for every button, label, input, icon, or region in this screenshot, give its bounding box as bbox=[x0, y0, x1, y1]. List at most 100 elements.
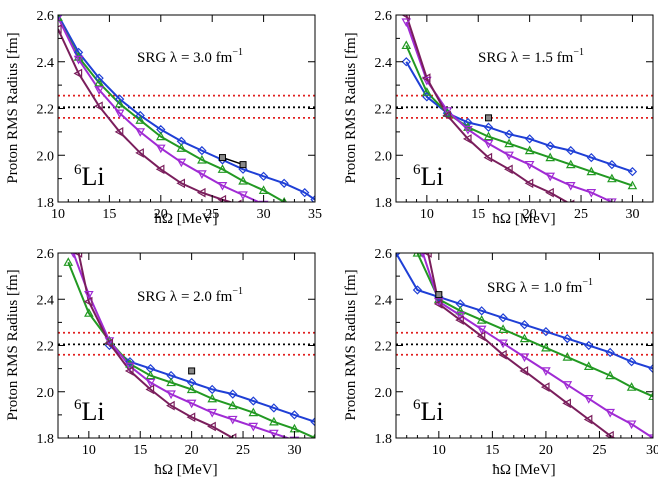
data-point bbox=[135, 148, 144, 158]
data-point bbox=[248, 396, 258, 406]
data-point bbox=[648, 363, 653, 374]
data-point bbox=[104, 337, 115, 346]
x-axis-label: ħΩ [MeV] bbox=[492, 211, 555, 227]
data-point bbox=[562, 333, 572, 344]
x-tick-label: 30 bbox=[625, 207, 639, 222]
x-tick-label: 10 bbox=[432, 443, 446, 458]
y-axis-label: Proton RMS Radius [fm] bbox=[5, 32, 21, 183]
data-point bbox=[586, 189, 597, 198]
data-point bbox=[248, 407, 259, 417]
x-tick-label: 25 bbox=[592, 443, 606, 458]
data-point bbox=[401, 40, 412, 50]
y-tick-label: 1.8 bbox=[37, 432, 55, 447]
data-point bbox=[433, 299, 443, 309]
data-point bbox=[624, 437, 625, 438]
x-tick-label: 15 bbox=[102, 207, 116, 222]
data-point bbox=[73, 55, 84, 65]
data-point bbox=[483, 122, 494, 132]
data-point bbox=[545, 141, 555, 151]
data-point bbox=[562, 352, 573, 361]
data-point bbox=[442, 107, 453, 116]
data-point bbox=[412, 285, 423, 295]
data-point bbox=[605, 347, 615, 358]
data-point bbox=[541, 326, 551, 337]
extrapolated-point bbox=[239, 161, 247, 169]
nucleus-mass: 6 bbox=[74, 162, 82, 178]
data-point bbox=[58, 24, 62, 34]
data-point bbox=[125, 357, 135, 367]
data-point bbox=[477, 306, 487, 316]
y-tick-label: 2.6 bbox=[37, 247, 55, 262]
data-point bbox=[483, 139, 494, 149]
y-tick-label: 2.4 bbox=[375, 293, 393, 308]
data-point bbox=[504, 138, 514, 148]
x-tick-label: 30 bbox=[287, 443, 301, 458]
panel-bottom-left: 10 15 20 25 30 1.8 2.0 2.2 2.4 2.6 Proton RMS Rad… bbox=[5, 247, 316, 478]
y-tick-label: 2.2 bbox=[37, 340, 55, 355]
data-point bbox=[524, 160, 535, 170]
data-point bbox=[155, 131, 166, 141]
data-point bbox=[455, 311, 466, 321]
x-tick-label: 10 bbox=[82, 443, 96, 458]
data-point bbox=[498, 324, 508, 333]
data-point bbox=[423, 253, 432, 258]
srg-label: SRG λ = 1.5 fm bbox=[478, 50, 574, 66]
data-point bbox=[627, 180, 638, 190]
y-tick-label: 2.6 bbox=[37, 9, 55, 24]
data-point bbox=[227, 415, 238, 425]
data-point bbox=[84, 308, 94, 317]
data-point bbox=[565, 181, 576, 191]
x-axis-label: ħΩ [MeV] bbox=[154, 211, 217, 227]
nucleus-label: 6Li bbox=[413, 397, 444, 426]
data-point bbox=[310, 195, 315, 202]
data-point bbox=[217, 164, 228, 173]
data-point bbox=[455, 305, 466, 315]
nucleus-mass: 6 bbox=[413, 397, 421, 413]
data-point bbox=[207, 393, 218, 403]
data-point bbox=[545, 172, 556, 182]
x-tick-label: 10 bbox=[420, 207, 434, 222]
data-point bbox=[627, 166, 638, 177]
data-point bbox=[197, 170, 207, 179]
srg-exponent: −1 bbox=[573, 47, 584, 58]
data-point bbox=[583, 414, 593, 425]
data-point bbox=[401, 18, 412, 28]
series-line-nmax-d bbox=[405, 15, 569, 202]
data-point bbox=[626, 420, 637, 430]
data-point bbox=[176, 178, 185, 189]
x-tick-label: 25 bbox=[236, 443, 250, 458]
data-point bbox=[626, 382, 637, 391]
series-line-nmax-c bbox=[405, 21, 613, 202]
data-point bbox=[566, 145, 576, 156]
data-point bbox=[207, 408, 218, 418]
data-point bbox=[483, 131, 494, 141]
data-point bbox=[289, 410, 300, 420]
data-point bbox=[519, 320, 530, 330]
data-point bbox=[269, 403, 279, 413]
data-point bbox=[476, 315, 487, 324]
data-point bbox=[228, 389, 238, 399]
y-tick-label: 2.4 bbox=[37, 293, 55, 308]
data-point bbox=[83, 296, 93, 307]
y-tick-label: 2.6 bbox=[375, 247, 393, 262]
data-point bbox=[135, 110, 145, 121]
srg-exponent: −1 bbox=[232, 286, 243, 297]
data-point bbox=[114, 98, 125, 108]
data-point bbox=[401, 15, 410, 20]
data-point bbox=[166, 377, 176, 387]
data-point bbox=[84, 290, 94, 300]
data-point bbox=[94, 86, 104, 95]
x-tick-label: 20 bbox=[154, 207, 168, 222]
srg-label: SRG λ = 2.0 fm bbox=[137, 289, 233, 305]
x-tick-label: 20 bbox=[523, 207, 537, 222]
data-point bbox=[124, 366, 134, 376]
panel-top-left: 10 15 20 25 30 35 1.8 2.0 2.2 2.4 2.6 Proton RMS R… bbox=[5, 9, 322, 227]
data-point bbox=[524, 145, 535, 155]
data-point bbox=[58, 15, 63, 23]
data-point bbox=[498, 349, 507, 360]
data-point bbox=[541, 342, 551, 352]
data-point bbox=[227, 400, 238, 410]
data-point bbox=[607, 173, 617, 183]
data-point bbox=[583, 361, 594, 370]
x-tick-label: 30 bbox=[257, 207, 271, 222]
